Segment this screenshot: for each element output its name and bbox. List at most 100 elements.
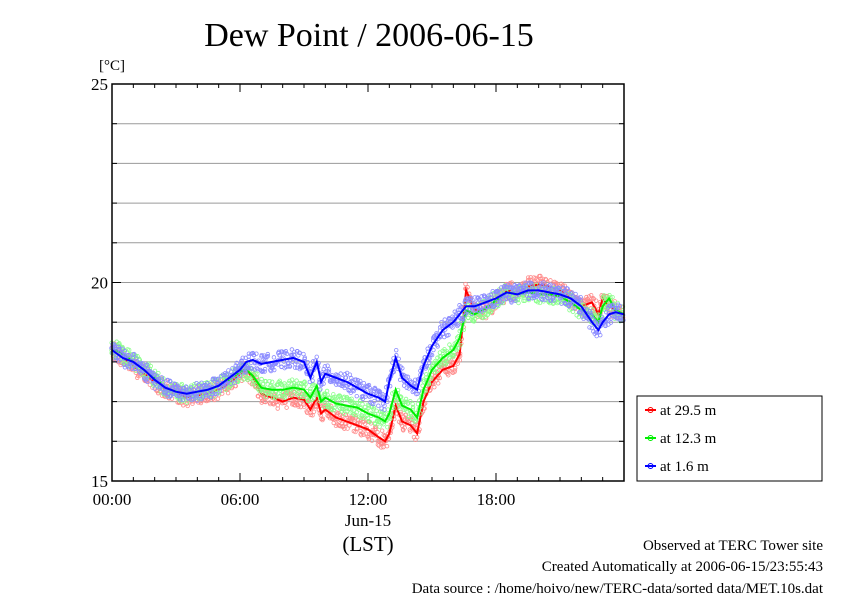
sample-point	[263, 399, 268, 405]
sample-point	[282, 395, 288, 401]
legend-item-1-6m: at 1.6 m	[645, 459, 709, 475]
sample-point	[381, 422, 386, 427]
sample-point	[431, 347, 436, 353]
sample-point	[362, 421, 368, 426]
sample-point	[587, 308, 593, 314]
sample-point	[537, 291, 542, 296]
sample-point	[403, 412, 409, 418]
sample-point	[570, 309, 576, 315]
sample-point	[502, 283, 507, 289]
sample-point	[310, 359, 316, 364]
sample-point	[448, 318, 453, 324]
sample-point	[457, 357, 463, 363]
sample-point	[450, 325, 455, 330]
sample-point	[161, 380, 166, 385]
sample-point	[456, 307, 461, 312]
series-scatter-2	[109, 280, 626, 412]
sample-point	[463, 281, 468, 287]
sample-point	[360, 394, 366, 399]
sample-point	[407, 378, 413, 383]
sample-point	[385, 425, 390, 430]
sample-point	[179, 381, 185, 387]
sample-point	[576, 310, 582, 315]
sample-point	[209, 389, 215, 395]
sample-point	[469, 311, 474, 316]
sample-point	[217, 388, 223, 394]
sample-point	[526, 277, 531, 283]
x-axis: 00:00 06:00 12:00 18:00	[93, 84, 625, 509]
sample-point	[194, 393, 200, 399]
sample-point	[183, 384, 189, 389]
sample-point	[302, 355, 308, 360]
x-axis-label: (LST)	[342, 532, 393, 556]
series-scatter-1	[109, 282, 626, 430]
sample-point	[357, 414, 362, 419]
sample-point	[177, 386, 183, 391]
sample-point	[590, 296, 596, 301]
sample-point	[216, 390, 222, 396]
sample-point	[112, 343, 118, 348]
sample-point	[369, 438, 375, 443]
sample-point	[267, 378, 272, 384]
sample-point	[165, 378, 171, 383]
sample-point	[603, 322, 608, 327]
sample-point	[262, 369, 267, 374]
sample-point	[195, 386, 201, 391]
sample-point	[113, 355, 119, 360]
sample-point	[353, 415, 358, 421]
sample-point	[365, 402, 371, 408]
legend-label-1-6m: at 1.6 m	[660, 459, 709, 475]
sample-point	[308, 412, 313, 418]
sample-point	[240, 355, 245, 361]
sample-point	[549, 286, 555, 292]
sample-point	[473, 308, 479, 313]
sample-point	[280, 390, 286, 395]
x-tick-label: 12:00	[349, 490, 388, 509]
sample-point	[424, 363, 429, 369]
legend-item-12-3m: at 12.3 m	[645, 431, 717, 447]
sample-point	[403, 396, 409, 402]
sample-point	[539, 281, 544, 286]
sample-point	[537, 300, 543, 306]
sample-point	[379, 428, 385, 433]
sample-point	[282, 383, 287, 389]
sample-point	[262, 366, 268, 372]
sample-point	[446, 373, 451, 378]
sample-point	[337, 393, 343, 398]
y-tick-label: 15	[91, 472, 108, 491]
sample-point	[225, 390, 231, 396]
sample-point	[403, 374, 409, 379]
sample-point	[143, 376, 148, 381]
sample-point	[485, 312, 490, 318]
sample-point	[432, 384, 437, 390]
sample-point	[394, 347, 399, 353]
sample-point	[472, 295, 478, 300]
sample-point	[190, 396, 196, 402]
sample-point	[298, 364, 304, 369]
sample-point	[572, 306, 577, 311]
sample-point	[405, 374, 411, 380]
sample-point	[379, 445, 384, 450]
sample-point	[119, 352, 125, 357]
sample-point	[377, 424, 382, 429]
sample-point	[509, 280, 514, 285]
sample-point	[588, 292, 594, 298]
sample-point	[131, 351, 137, 357]
sample-point	[292, 349, 297, 355]
sample-point	[382, 403, 387, 408]
y-tick-label: 25	[91, 75, 108, 94]
sample-point	[587, 325, 592, 330]
sample-point	[152, 386, 157, 391]
sample-point	[609, 316, 614, 321]
sample-point	[259, 369, 265, 374]
sample-point	[408, 399, 413, 404]
sample-point	[338, 371, 343, 376]
sample-point	[503, 297, 508, 302]
sample-point	[269, 379, 275, 385]
sample-point	[259, 376, 264, 382]
sample-point	[325, 404, 331, 410]
sample-point	[354, 380, 360, 386]
sample-point	[435, 368, 441, 374]
sample-point	[357, 398, 363, 404]
sample-point	[349, 376, 354, 381]
